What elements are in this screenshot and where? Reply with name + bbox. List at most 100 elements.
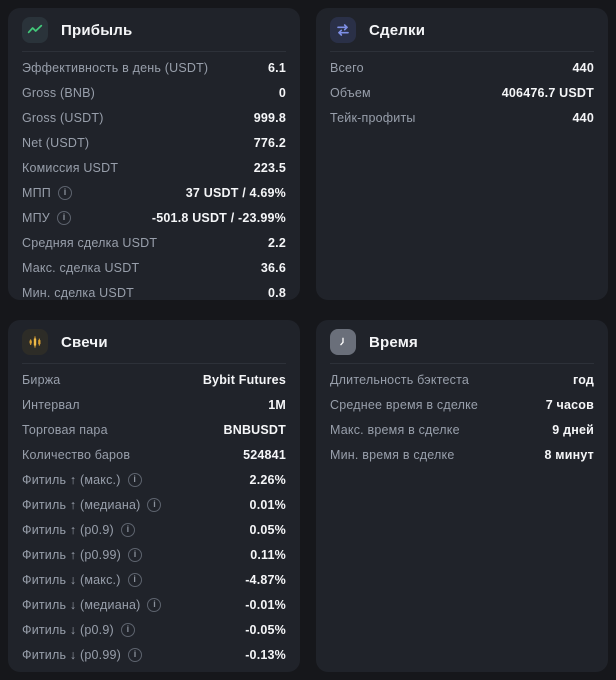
stat-value: год (572, 372, 594, 387)
stat-value: 2.2 (268, 235, 286, 250)
trades-card-title: Сделки (369, 21, 426, 39)
stat-label: Длительность бэктеста (330, 372, 470, 387)
trades-rows: Всего 440 Объем 406476.7 USDT Тейк-профиты… (330, 52, 594, 130)
candles-card: Свечи Биржа Bybit Futures Интервал 1M Торг… (8, 320, 300, 672)
stat-value: 524841 (243, 447, 286, 462)
stat-value: 6.1 (268, 60, 286, 75)
stat-row: Фитиль ↓ (p0.9) i -0.05% (22, 617, 286, 642)
stat-row: Длительность бэктеста год (330, 367, 594, 392)
stat-label: Макс. время в сделке (330, 422, 460, 437)
trades-card-header: Сделки (330, 8, 594, 52)
stat-row: Фитиль ↓ (макс.) i -4.87% (22, 567, 286, 592)
time-card: Время Длительность бэктеста год Среднее в… (316, 320, 608, 672)
trades-card: Сделки Всего 440 Объем 406476.7 USDT Тейк-… (316, 8, 608, 300)
stat-value: 0.8 (268, 285, 286, 300)
stat-value: 0 (278, 85, 286, 100)
stat-row: Мин. время в сделке 8 минут (330, 442, 594, 467)
stat-value: 9 дней (552, 422, 594, 437)
time-card-title: Время (369, 333, 418, 351)
stat-label: Мин. сделка USDT (22, 285, 135, 300)
stat-row: Net (USDT) 776.2 (22, 130, 286, 155)
info-icon[interactable]: i (120, 522, 135, 537)
stat-row: Среднее время в сделке 7 часов (330, 392, 594, 417)
stat-label: Фитиль ↑ (p0.99) (22, 547, 122, 562)
stat-label: Среднее время в сделке (330, 397, 479, 412)
stat-value: 440 (572, 110, 594, 125)
info-icon[interactable]: i (127, 472, 142, 487)
stat-value: 1M (268, 397, 286, 412)
stat-label: Net (USDT) (22, 135, 90, 150)
trending-up-icon (22, 17, 48, 43)
stat-label: Фитиль ↑ (макс.) (22, 472, 121, 487)
stat-value: -501.8 USDT / -23.99% (151, 210, 286, 225)
stat-label: МПУ (22, 210, 50, 225)
stat-label: Комиссия USDT (22, 160, 119, 175)
stat-row: Всего 440 (330, 55, 594, 80)
stat-label: Тейк-профиты (330, 110, 416, 125)
stat-row: Gross (USDT) 999.8 (22, 105, 286, 130)
stat-row: Макс. сделка USDT 36.6 (22, 255, 286, 280)
candles-card-title: Свечи (61, 333, 108, 351)
stat-row: Фитиль ↓ (p0.99) i -0.13% (22, 642, 286, 667)
info-icon[interactable]: i (147, 597, 162, 612)
stat-label: Количество баров (22, 447, 131, 462)
info-icon[interactable]: i (57, 185, 72, 200)
stat-label: Средняя сделка USDT (22, 235, 158, 250)
stat-label: Макс. сделка USDT (22, 260, 140, 275)
stat-row: Фитиль ↑ (медиана) i 0.01% (22, 492, 286, 517)
stat-row: Торговая пара BNBUSDT (22, 417, 286, 442)
stat-value: 999.8 (253, 110, 286, 125)
stat-label: Объем (330, 85, 371, 100)
swap-arrows-icon (330, 17, 356, 43)
stat-value: 0.05% (249, 522, 286, 537)
stat-label: Фитиль ↓ (макс.) (22, 572, 121, 587)
info-icon[interactable]: i (127, 572, 142, 587)
info-icon[interactable]: i (128, 647, 143, 662)
profit-rows: Эффективность в день (USDT) 6.1 Gross (BN… (22, 52, 286, 300)
profit-card-header: Прибыль (22, 8, 286, 52)
stat-row: Эффективность в день (USDT) 6.1 (22, 55, 286, 80)
stat-label: Фитиль ↓ (медиана) (22, 597, 141, 612)
clock-icon (330, 329, 356, 355)
stat-row: Мин. сделка USDT 0.8 (22, 280, 286, 300)
stat-row: Количество баров 524841 (22, 442, 286, 467)
stat-label: Фитиль ↑ (медиана) (22, 497, 141, 512)
stat-value: 0.11% (250, 547, 286, 562)
stat-value: 2.26% (249, 472, 286, 487)
stat-label: Фитиль ↑ (p0.9) (22, 522, 114, 537)
stat-value: -0.01% (245, 597, 286, 612)
stat-label: Фитиль ↓ (p0.9) (22, 622, 114, 637)
stat-value: -0.13% (245, 647, 286, 662)
stat-value: 223.5 (253, 160, 286, 175)
info-icon[interactable]: i (147, 497, 162, 512)
stat-value: 776.2 (253, 135, 286, 150)
stat-value: 0.01% (249, 497, 286, 512)
stat-row: Фитиль ↑ (макс.) i 2.26% (22, 467, 286, 492)
stat-row: МПУ i -501.8 USDT / -23.99% (22, 205, 286, 230)
stat-row: Фитиль ↓ (медиана) i -0.01% (22, 592, 286, 617)
stat-row: Макс. время в сделке 9 дней (330, 417, 594, 442)
stat-value: Bybit Futures (202, 372, 286, 387)
candles-card-header: Свечи (22, 320, 286, 364)
stat-label: Gross (USDT) (22, 110, 104, 125)
stat-label: Всего (330, 60, 364, 75)
stat-row: Тейк-профиты 440 (330, 105, 594, 130)
stat-value: 406476.7 USDT (501, 85, 594, 100)
stat-row: Фитиль ↑ (p0.99) i 0.11% (22, 542, 286, 567)
info-icon[interactable]: i (56, 210, 71, 225)
stat-label: Биржа (22, 372, 61, 387)
stat-row: Gross (BNB) 0 (22, 80, 286, 105)
candlestick-icon (22, 329, 48, 355)
profit-card: Прибыль Эффективность в день (USDT) 6.1 G… (8, 8, 300, 300)
stat-label: Торговая пара (22, 422, 108, 437)
stat-label: Интервал (22, 397, 80, 412)
stat-row: Комиссия USDT 223.5 (22, 155, 286, 180)
stat-row: Фитиль ↑ (p0.9) i 0.05% (22, 517, 286, 542)
time-rows: Длительность бэктеста год Среднее время в… (330, 364, 594, 467)
stat-value: -0.05% (245, 622, 286, 637)
info-icon[interactable]: i (120, 622, 135, 637)
info-icon[interactable]: i (128, 547, 143, 562)
stat-value: 8 минут (544, 447, 594, 462)
stat-value: 440 (572, 60, 594, 75)
stat-row: Объем 406476.7 USDT (330, 80, 594, 105)
